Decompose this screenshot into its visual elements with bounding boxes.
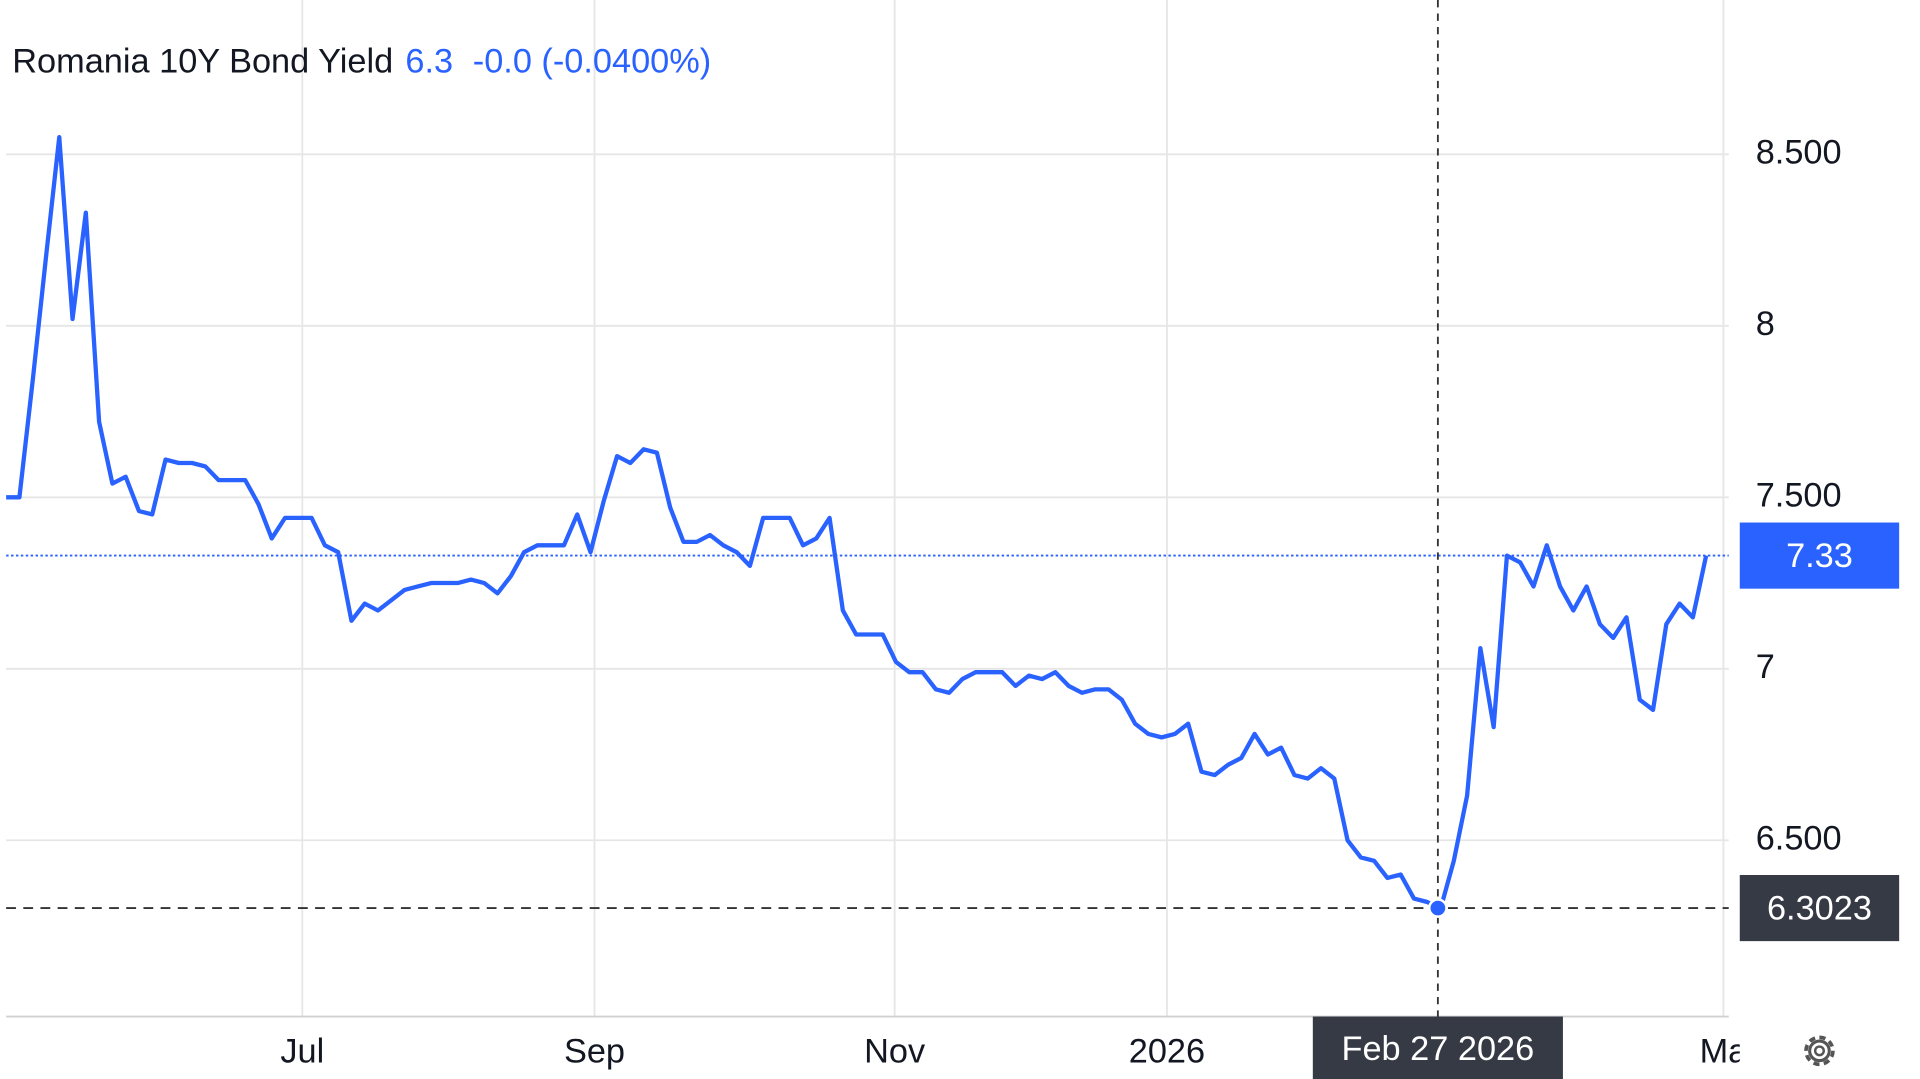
header: Romania 10Y Bond Yield 6.3 -0.0 (-0.0400%) <box>12 43 711 81</box>
x-tick-label: Sep <box>564 1032 625 1070</box>
y-tick-label: 8 <box>1756 305 1775 343</box>
last-value-box <box>1739 522 1900 589</box>
line-series <box>6 135 1709 911</box>
plot <box>6 135 1709 911</box>
change: -0.0 (-0.0400%) <box>473 43 711 81</box>
gear-teeth <box>1804 1035 1835 1067</box>
x-tick-label: Nov <box>864 1032 926 1070</box>
crosshair-point <box>1428 898 1448 918</box>
crosshair-y-label: 6.3023 <box>1767 890 1872 928</box>
y-tick-label: 7 <box>1756 648 1775 686</box>
series-name: Romania 10Y Bond Yield <box>12 43 393 81</box>
y-tick-label: 6.500 <box>1756 819 1842 857</box>
settings-icon[interactable] <box>1804 1035 1835 1067</box>
y-tick-label: 7.500 <box>1756 476 1842 514</box>
crosshair-x-box <box>1312 1016 1563 1079</box>
gear-body <box>1808 1039 1831 1063</box>
overlay: 7.33 6.3023 Feb 27 2026 <box>6 0 1900 1079</box>
y-tick-label: 8.500 <box>1756 133 1842 171</box>
last-value-label: 7.33 <box>1786 537 1853 575</box>
gear-hole <box>1813 1045 1825 1057</box>
x-tick-label: Jul <box>280 1032 324 1070</box>
x-tick-label: 2026 <box>1129 1032 1205 1070</box>
crosshair-x-label: Feb 27 2026 <box>1342 1030 1535 1068</box>
crosshair-y-box <box>1739 874 1900 942</box>
price: 6.3 <box>405 43 453 81</box>
